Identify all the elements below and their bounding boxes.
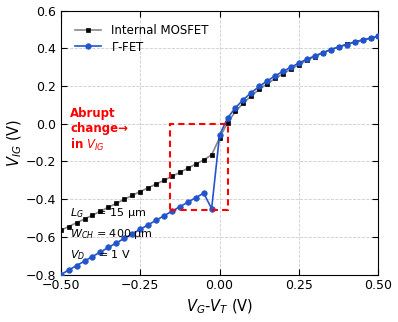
$\Gamma$-FET [130, 232, 135, 236]
$\Gamma$-FET [66, 268, 71, 272]
Text: $V_{D}$    = 1 V: $V_{D}$ = 1 V [70, 248, 131, 262]
Internal MOSFET [209, 153, 214, 157]
$\Gamma$-FET [154, 218, 158, 222]
$\Gamma$-FET [122, 236, 127, 240]
Internal MOSFET [106, 205, 111, 209]
Internal MOSFET [201, 158, 206, 162]
Internal MOSFET [146, 186, 150, 190]
$\Gamma$-FET [297, 61, 301, 65]
Internal MOSFET [59, 228, 63, 232]
$\Gamma$-FET [90, 255, 95, 259]
Text: Abrupt
change→
in $V_{IG}$: Abrupt change→ in $V_{IG}$ [70, 107, 128, 153]
Internal MOSFET [154, 182, 158, 186]
$\Gamma$-FET [138, 227, 142, 231]
$\Gamma$-FET [114, 241, 119, 245]
Internal MOSFET [352, 40, 357, 44]
$\Gamma$-FET [106, 246, 111, 250]
$\Gamma$-FET [74, 264, 79, 268]
$\Gamma$-FET [281, 69, 285, 73]
Internal MOSFET [130, 194, 135, 197]
X-axis label: $V_{G}$-$V_{T}$ (V): $V_{G}$-$V_{T}$ (V) [186, 298, 253, 317]
$\Gamma$-FET [178, 205, 182, 209]
Internal MOSFET [312, 55, 317, 59]
$\Gamma$-FET [312, 54, 317, 58]
Internal MOSFET [178, 170, 182, 174]
$\Gamma$-FET [289, 65, 293, 69]
Internal MOSFET [273, 77, 277, 80]
$\Gamma$-FET [217, 133, 222, 137]
Internal MOSFET [328, 48, 333, 52]
$\Gamma$-FET [201, 191, 206, 195]
Internal MOSFET [304, 58, 309, 62]
Internal MOSFET [320, 51, 325, 55]
Internal MOSFET [122, 197, 127, 201]
$\Gamma$-FET [328, 48, 333, 52]
Internal MOSFET [249, 94, 254, 98]
Internal MOSFET [289, 67, 293, 71]
Internal MOSFET [185, 166, 190, 170]
$\Gamma$-FET [59, 273, 63, 277]
$\Gamma$-FET [344, 43, 349, 46]
$\Gamma$-FET [273, 74, 277, 78]
Line: Internal MOSFET: Internal MOSFET [58, 34, 381, 233]
$\Gamma$-FET [225, 116, 230, 120]
Internal MOSFET [336, 45, 341, 49]
$\Gamma$-FET [352, 40, 357, 44]
Internal MOSFET [257, 88, 261, 91]
Internal MOSFET [233, 109, 238, 113]
Internal MOSFET [265, 82, 269, 86]
Internal MOSFET [376, 34, 381, 38]
$\Gamma$-FET [146, 223, 150, 227]
$\Gamma$-FET [265, 79, 269, 83]
$\Gamma$-FET [336, 45, 341, 49]
$\Gamma$-FET [368, 36, 373, 40]
$\Gamma$-FET [376, 34, 381, 38]
$\Gamma$-FET [249, 91, 254, 95]
Internal MOSFET [138, 190, 142, 194]
Internal MOSFET [241, 101, 246, 105]
$\Gamma$-FET [185, 200, 190, 204]
$\Gamma$-FET [82, 259, 87, 263]
Internal MOSFET [360, 38, 365, 42]
Internal MOSFET [66, 225, 71, 229]
Internal MOSFET [368, 36, 373, 40]
Text: $L_{G}$    = 15 μm: $L_{G}$ = 15 μm [70, 206, 146, 220]
$\Gamma$-FET [304, 57, 309, 61]
Internal MOSFET [225, 121, 230, 125]
$\Gamma$-FET [320, 51, 325, 54]
Line: $\Gamma$-FET: $\Gamma$-FET [58, 33, 381, 278]
Text: $W_{CH}$ = 400 μm: $W_{CH}$ = 400 μm [70, 227, 153, 241]
Internal MOSFET [217, 136, 222, 140]
Internal MOSFET [281, 72, 285, 76]
Internal MOSFET [114, 201, 119, 205]
Legend: Internal MOSFET, $\Gamma$-FET: Internal MOSFET, $\Gamma$-FET [73, 22, 211, 56]
$\Gamma$-FET [257, 84, 261, 88]
Internal MOSFET [297, 63, 301, 67]
$\Gamma$-FET [360, 38, 365, 42]
$\Gamma$-FET [162, 214, 166, 218]
Internal MOSFET [193, 162, 198, 166]
$\Gamma$-FET [209, 207, 214, 211]
Y-axis label: $V_{IG}$ (V): $V_{IG}$ (V) [6, 118, 24, 167]
$\Gamma$-FET [98, 250, 103, 254]
Internal MOSFET [162, 178, 166, 182]
$\Gamma$-FET [233, 106, 238, 109]
Internal MOSFET [170, 175, 174, 178]
$\Gamma$-FET [170, 209, 174, 213]
Internal MOSFET [98, 209, 103, 213]
Internal MOSFET [90, 213, 95, 217]
$\Gamma$-FET [193, 196, 198, 200]
Internal MOSFET [74, 221, 79, 225]
Internal MOSFET [344, 42, 349, 46]
Internal MOSFET [82, 217, 87, 221]
Bar [170, 124, 228, 211]
$\Gamma$-FET [241, 98, 246, 101]
